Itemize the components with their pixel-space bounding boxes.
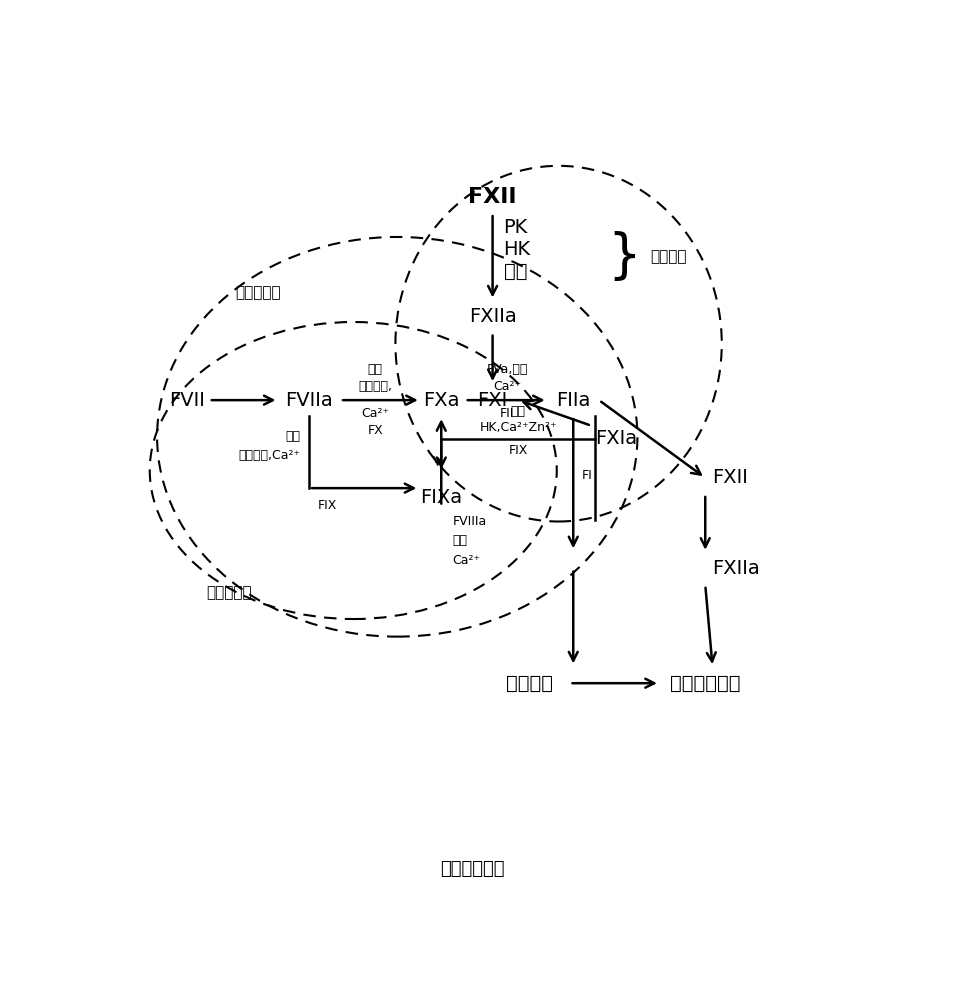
Text: 组织因子,Ca²⁺: 组织因子,Ca²⁺ bbox=[238, 449, 300, 462]
Text: 外源性途径: 外源性途径 bbox=[206, 586, 252, 600]
Text: FVIIIa: FVIIIa bbox=[452, 515, 486, 528]
Text: Ca²⁺: Ca²⁺ bbox=[493, 380, 520, 393]
Text: Ca²⁺: Ca²⁺ bbox=[452, 554, 480, 566]
Text: 交联血纤蛋白: 交联血纤蛋白 bbox=[669, 674, 740, 693]
Text: FI: FI bbox=[581, 469, 592, 482]
Text: FVII: FVII bbox=[169, 391, 205, 410]
Text: HK,Ca²⁺Zn²⁺: HK,Ca²⁺Zn²⁺ bbox=[479, 422, 557, 434]
Text: 磷脂: 磷脂 bbox=[285, 430, 300, 443]
Text: 表面: 表面 bbox=[503, 262, 527, 281]
Text: （现有技术）: （现有技术） bbox=[439, 860, 504, 878]
Text: 磷脂: 磷脂 bbox=[367, 363, 382, 376]
Text: FIX: FIX bbox=[508, 444, 527, 456]
Text: PK: PK bbox=[503, 218, 527, 237]
Text: 接触活化: 接触活化 bbox=[650, 249, 686, 264]
Text: FII: FII bbox=[499, 407, 514, 420]
Text: FIXa: FIXa bbox=[419, 488, 462, 507]
Text: FXII: FXII bbox=[468, 187, 517, 207]
Text: FXIa: FXIa bbox=[595, 430, 637, 448]
Text: FXIIa: FXIIa bbox=[468, 307, 516, 326]
Text: HK: HK bbox=[503, 240, 530, 259]
Text: FIX: FIX bbox=[317, 499, 337, 512]
Text: FX: FX bbox=[367, 424, 383, 437]
Text: FXI: FXI bbox=[476, 391, 507, 410]
Text: 内源性途径: 内源性途径 bbox=[234, 285, 280, 300]
Text: 血纤蛋白: 血纤蛋白 bbox=[505, 674, 552, 693]
Text: FXa: FXa bbox=[422, 391, 459, 410]
Text: FVIIa: FVIIa bbox=[285, 391, 333, 410]
Text: FXII: FXII bbox=[712, 468, 748, 487]
Text: }: } bbox=[607, 231, 640, 283]
Text: FXIIa: FXIIa bbox=[712, 559, 760, 578]
Text: Ca²⁺: Ca²⁺ bbox=[361, 407, 389, 420]
Text: FIIa: FIIa bbox=[556, 391, 590, 410]
Text: 磷脂: 磷脂 bbox=[452, 534, 467, 547]
Text: 磷脂: 磷脂 bbox=[510, 405, 525, 418]
Text: 组织因子,: 组织因子, bbox=[358, 380, 392, 393]
Text: FVa,磷脂: FVa,磷脂 bbox=[486, 363, 527, 376]
